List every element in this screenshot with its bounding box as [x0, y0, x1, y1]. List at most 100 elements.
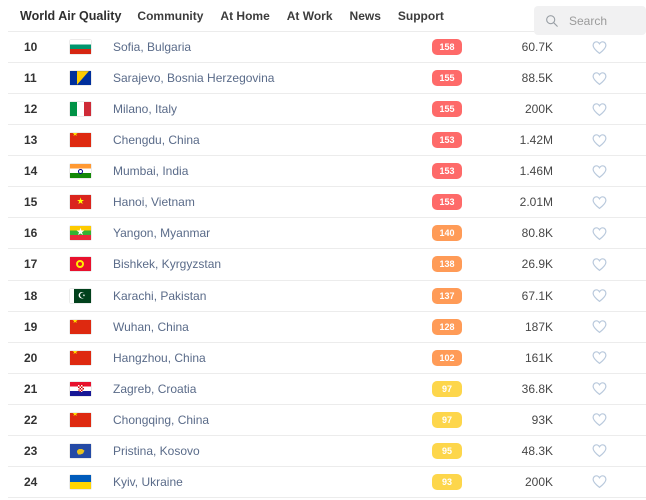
followers-count: 187K [524, 319, 553, 334]
heart-cell [553, 249, 646, 279]
flag-cell [50, 343, 96, 373]
rank-cell: 16 [24, 226, 38, 241]
aqi-badge-cell: 138 [417, 249, 477, 279]
follow-heart-button[interactable] [589, 472, 610, 491]
flag-cell [50, 187, 96, 217]
follow-heart-button[interactable] [589, 255, 610, 274]
table-row[interactable]: 17 Bishkek, Kyrgyzstan 138 26.9K [8, 248, 646, 279]
heart-icon [592, 40, 607, 54]
follow-heart-button[interactable] [589, 348, 610, 367]
city-link[interactable]: Kyiv, Ukraine [113, 474, 183, 489]
city-link[interactable]: Chongqing, China [113, 412, 210, 427]
nav-item-at-home[interactable]: At Home [220, 8, 270, 23]
rank-cell: 21 [24, 381, 38, 396]
city-link[interactable]: Wuhan, China [113, 319, 189, 334]
aqi-badge: 155 [432, 70, 462, 87]
heart-cell [553, 156, 646, 186]
aqi-badge: 153 [432, 132, 462, 149]
search-box[interactable] [534, 6, 646, 35]
table-row[interactable]: 14 Mumbai, India 153 1.46M [8, 155, 646, 186]
city-link[interactable]: Yangon, Myanmar [113, 226, 211, 241]
aqi-badge-cell: 153 [417, 187, 477, 217]
city-link[interactable]: Hangzhou, China [113, 350, 206, 365]
followers-count: 60.7K [521, 40, 553, 55]
city-link[interactable]: Chengdu, China [113, 133, 200, 148]
nav-item-at-work[interactable]: At Work [286, 8, 333, 23]
table-row[interactable]: 19 Wuhan, China 128 187K [8, 310, 646, 342]
city-link[interactable]: Bishkek, Kyrgyzstan [113, 257, 222, 272]
flag-cell [50, 218, 96, 248]
follow-heart-button[interactable] [589, 131, 610, 150]
vietnam-flag-icon [70, 195, 91, 210]
table-row[interactable]: 13 Chengdu, China 153 1.42M [8, 124, 646, 155]
follow-heart-button[interactable] [589, 38, 610, 57]
city-ranking-table: 10 Sofia, Bulgaria 158 60.7K 11 Sarajevo… [8, 31, 646, 498]
china-flag-icon [70, 350, 91, 365]
follow-heart-button[interactable] [589, 379, 610, 398]
heart-icon [592, 196, 607, 209]
rank-cell: 11 [24, 71, 37, 86]
table-row[interactable]: 24 Kyiv, Ukraine 93 200K [8, 465, 646, 497]
kyrgyzstan-flag-icon [70, 257, 91, 272]
aqi-badge: 153 [432, 194, 462, 211]
follow-heart-button[interactable] [589, 193, 610, 212]
follow-heart-button[interactable] [589, 69, 610, 88]
follow-heart-button[interactable] [589, 162, 610, 181]
aqi-badge: 158 [432, 39, 462, 56]
flag-cell [50, 374, 96, 404]
nav-item-news[interactable]: News [349, 8, 381, 23]
flag-cell [50, 156, 96, 186]
table-row[interactable]: 21 Zagreb, Croatia 97 36.8K [8, 372, 646, 404]
croatia-flag-icon [70, 381, 91, 396]
heart-cell [553, 94, 646, 124]
follow-heart-button[interactable] [589, 410, 610, 429]
follow-heart-button[interactable] [589, 317, 610, 336]
table-row[interactable]: 15 Hanoi, Vietnam 153 2.01M [8, 186, 646, 217]
brand-link[interactable]: World Air Quality [20, 8, 122, 23]
aqi-badge-cell: 128 [417, 312, 477, 342]
table-row[interactable]: 20 Hangzhou, China 102 161K [8, 341, 646, 373]
follow-heart-button[interactable] [589, 224, 610, 243]
rank-cell: 12 [24, 102, 38, 117]
search-input[interactable] [567, 12, 637, 29]
table-row[interactable]: 18 Karachi, Pakistan 137 67.1K [8, 279, 646, 311]
city-link[interactable]: Milano, Italy [113, 102, 178, 117]
table-row[interactable]: 22 Chongqing, China 97 93K [8, 403, 646, 435]
follow-heart-button[interactable] [589, 286, 610, 305]
city-link[interactable]: Hanoi, Vietnam [113, 195, 195, 210]
city-link[interactable]: Sofia, Bulgaria [113, 40, 192, 55]
heart-cell [553, 467, 646, 497]
table-row[interactable]: 12 Milano, Italy 155 200K [8, 93, 646, 124]
aqi-badge-cell: 97 [417, 374, 477, 404]
heart-cell [553, 312, 646, 342]
city-link[interactable]: Sarajevo, Bosnia Herzegovina [113, 71, 275, 86]
heart-icon [592, 413, 607, 427]
heart-icon [592, 289, 607, 303]
followers-count: 1.42M [519, 133, 553, 148]
rank-cell: 18 [24, 288, 38, 303]
followers-count: 93K [531, 412, 553, 427]
flag-cell [50, 467, 96, 497]
follow-heart-button[interactable] [589, 441, 610, 460]
heart-icon [592, 164, 607, 178]
rank-cell: 13 [24, 133, 38, 148]
city-link[interactable]: Mumbai, India [113, 164, 189, 179]
heart-icon [592, 475, 607, 489]
nav-item-community[interactable]: Community [137, 8, 204, 23]
table-row[interactable]: 23 Pristina, Kosovo 95 48.3K [8, 434, 646, 466]
rank-cell: 15 [24, 195, 38, 210]
nav-item-support[interactable]: Support [397, 8, 444, 23]
table-row[interactable]: 16 Yangon, Myanmar 140 80.8K [8, 217, 646, 248]
table-row[interactable]: 11 Sarajevo, Bosnia Herzegovina 155 88.5… [8, 62, 646, 93]
city-link[interactable]: Zagreb, Croatia [113, 381, 197, 396]
heart-cell [553, 374, 646, 404]
heart-icon [592, 71, 607, 85]
city-link[interactable]: Pristina, Kosovo [113, 443, 200, 458]
heart-icon [592, 320, 607, 334]
heart-icon [592, 258, 607, 272]
follow-heart-button[interactable] [589, 100, 610, 119]
city-link[interactable]: Karachi, Pakistan [113, 288, 207, 303]
rank-cell: 14 [24, 164, 38, 179]
table-row[interactable]: 10 Sofia, Bulgaria 158 60.7K [8, 31, 646, 62]
heart-icon [592, 227, 607, 241]
